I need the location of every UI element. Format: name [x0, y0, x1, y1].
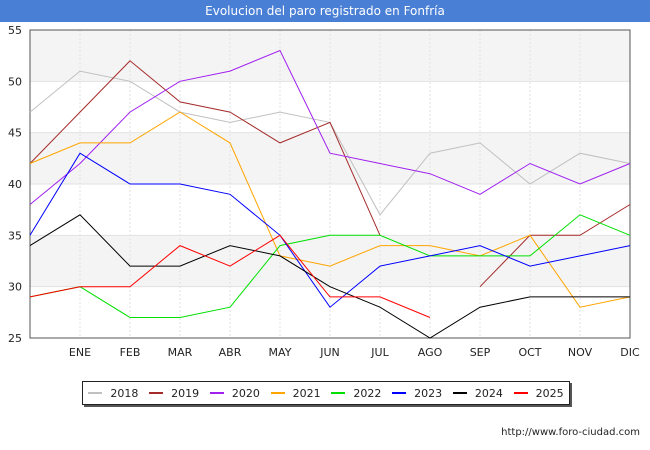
legend-swatch [270, 392, 285, 394]
x-tick-label: MAY [269, 346, 292, 359]
x-tick-label: JUN [319, 346, 340, 359]
series-line-2025 [29, 234, 431, 318]
legend-item-2020: 2020 [209, 386, 260, 400]
legend-label: 2018 [110, 386, 139, 400]
y-tick-label: 45 [8, 127, 22, 140]
plot-border [29, 29, 631, 339]
x-tick-label: AGO [418, 346, 443, 359]
series-line-2022 [29, 214, 631, 318]
y-tick-label: 35 [8, 229, 22, 242]
legend-item-2021: 2021 [270, 386, 321, 400]
legend-swatch [331, 392, 346, 394]
chart-title: Evolucion del paro registrado en Fonfría [0, 0, 650, 22]
legend-label: 2022 [353, 386, 382, 400]
y-tick-label: 25 [8, 332, 22, 345]
legend-item-2023: 2023 [392, 387, 442, 400]
y-tick-label: 40 [8, 178, 22, 191]
legend-swatch [392, 392, 407, 394]
y-tick-label: 55 [8, 24, 22, 37]
x-tick-label: JUL [370, 346, 389, 359]
line-chart: 25 30 35 40 45 50 55 ENE FEB MAR ABR MAY JUN JUL AGO SE… [8, 24, 640, 359]
legend-label: 2021 [292, 386, 321, 400]
legend-item-2025: 2025 [513, 386, 564, 400]
series-line-2024 [29, 214, 630, 339]
y-tick-label: 50 [8, 75, 22, 88]
x-tick-label: SEP [470, 346, 491, 359]
series-line-2020 [29, 49, 631, 205]
legend-swatch [513, 392, 528, 394]
legend-swatch [452, 392, 467, 394]
legend-label: 2024 [474, 386, 503, 400]
legend-item-2024: 2024 [452, 386, 503, 400]
y-tick-label: 30 [8, 281, 22, 294]
legend-swatch [88, 392, 103, 394]
legend-item-2019: 2019 [149, 387, 199, 400]
x-tick-label: DIC [620, 346, 640, 359]
x-tick-label: FEB [120, 346, 141, 359]
legend-swatch [149, 392, 164, 394]
source-url: http://www.foro-ciudad.com [501, 427, 640, 438]
x-tick-label: ENE [69, 346, 91, 359]
legend-swatch [209, 392, 224, 394]
legend-item-2018: 2018 [88, 387, 138, 400]
x-tick-label: NOV [568, 346, 593, 359]
legend-label: 2019 [171, 386, 200, 400]
legend-label: 2023 [414, 386, 443, 400]
x-tick-label: OCT [518, 346, 541, 359]
x-tick-label: MAR [168, 346, 193, 359]
x-tick-label: ABR [219, 346, 242, 359]
series-line-2021 [29, 111, 631, 308]
chart-legend: 2018 2019 2020 2021 2022 2023 2024 2025 [82, 381, 570, 405]
legend-label: 2020 [231, 386, 260, 400]
legend-label: 2025 [535, 386, 564, 400]
legend-item-2022: 2022 [331, 387, 381, 400]
series-line-2023 [29, 152, 631, 308]
